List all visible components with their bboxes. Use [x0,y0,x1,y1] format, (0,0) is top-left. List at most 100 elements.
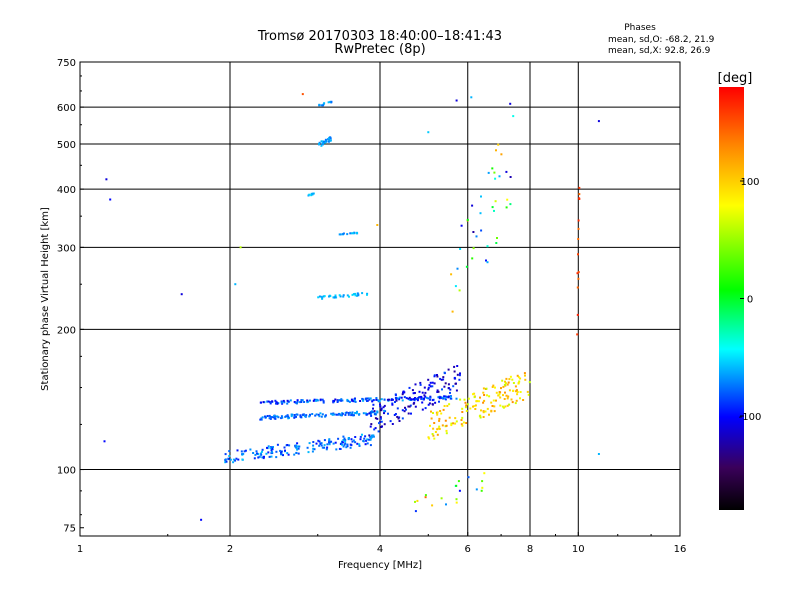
data-point [328,140,330,143]
data-point [502,385,505,388]
data-point [413,399,416,402]
data-point [405,408,407,411]
data-point [357,293,360,296]
data-point [325,140,328,143]
data-point [337,399,340,402]
data-point [408,386,411,389]
data-point [491,386,494,388]
data-point [381,425,383,428]
data-point [507,381,510,384]
data-point [481,480,484,483]
data-point [317,439,320,442]
data-point [281,416,284,419]
data-point [274,399,277,402]
data-point [511,378,514,381]
data-point [252,452,255,454]
data-point [284,449,286,452]
data-point [475,488,478,491]
data-point [577,219,580,222]
data-point [480,195,482,198]
x-tick-label: 10 [572,544,585,555]
data-point [505,206,508,209]
data-point [366,438,369,441]
data-point [300,416,303,419]
data-point [307,400,310,403]
data-point [244,449,247,452]
data-point [270,452,273,455]
data-point [348,295,350,298]
data-point [382,406,385,409]
data-point [326,446,329,449]
data-point [275,456,278,459]
data-point [299,401,302,404]
data-point [447,383,450,386]
data-point [260,452,262,455]
data-point [449,391,451,394]
data-point [467,397,470,400]
data-point [439,377,442,380]
data-point [280,452,283,455]
data-point [508,378,511,381]
data-point [328,439,331,442]
data-point [396,415,399,418]
data-point [428,402,431,405]
data-point [516,393,519,396]
data-point [347,413,350,416]
y-axis-label: Stationary phase Virtual Height [km] [40,207,51,391]
data-point [428,437,431,440]
data-point [577,271,580,274]
data-point [290,413,293,416]
data-point [295,447,298,449]
data-point [472,393,474,396]
data-point [427,386,430,389]
data-point [507,395,510,398]
data-point [275,450,278,453]
data-point [351,293,354,296]
data-point [504,391,506,394]
data-point [319,398,322,401]
data-point [414,500,416,503]
data-point [456,365,459,367]
data-point [503,398,506,400]
data-point [386,398,389,401]
data-point [433,382,436,385]
data-point [421,391,424,394]
data-point [474,404,477,407]
data-point [486,245,489,248]
data-point [506,198,509,201]
data-point [441,388,443,391]
data-point [267,445,270,448]
data-point [334,441,337,444]
data-point [438,417,441,420]
colorbar-ticks: 100 0 -100 [739,177,762,423]
data-point [234,459,237,462]
data-point [438,425,441,428]
data-point [524,378,527,381]
data-point [297,447,300,450]
data-point [424,395,427,398]
data-point [493,209,495,212]
colorbar-tick-label: -100 [739,412,762,423]
data-point [268,455,271,458]
data-point [267,451,270,454]
data-point [364,435,367,438]
data-point [268,417,271,420]
data-point [445,395,448,398]
data-point [441,396,444,399]
data-point [260,453,263,456]
data-point [473,392,476,395]
data-point [372,434,375,437]
data-point [488,395,491,398]
data-point [577,227,580,230]
data-point [255,450,258,453]
data-point [491,167,494,170]
data-point [374,427,377,430]
data-point [379,416,382,419]
data-point [281,400,284,403]
data-point [321,296,324,299]
data-point [350,398,353,401]
data-point [391,402,394,405]
data-point [322,104,324,107]
data-point [269,417,272,420]
data-point [488,413,490,416]
